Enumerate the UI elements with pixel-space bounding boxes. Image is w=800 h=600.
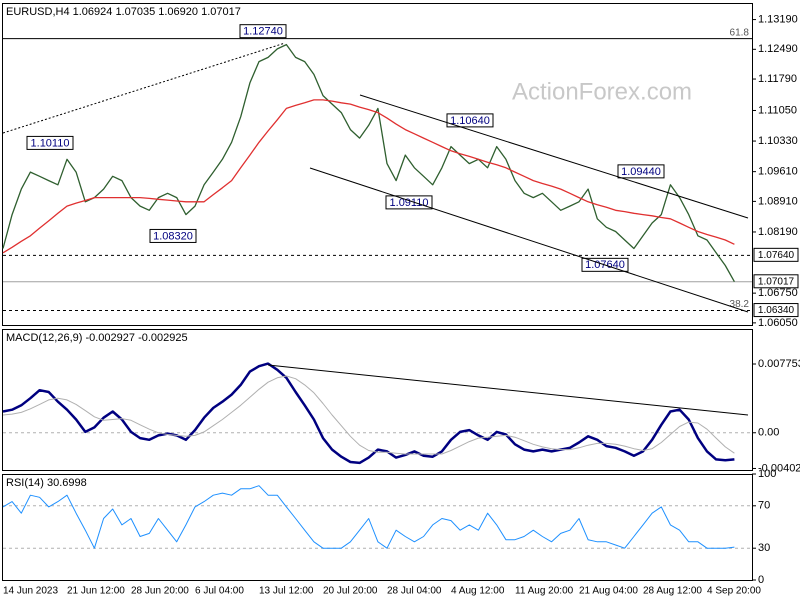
annotation-label: 1.12740	[243, 26, 283, 38]
x-tick-label: 28 Jun 20:00	[131, 586, 189, 597]
chart-layer: EURUSD,H4 1.06924 1.07035 1.06920 1.0701…	[2, 6, 800, 597]
y-tick-label: 0.007753	[758, 358, 800, 370]
trend-line	[2, 42, 286, 134]
panel-title: EURUSD,H4 1.06924 1.07035 1.06920 1.0701…	[6, 6, 241, 18]
x-tick-label: 11 Aug 20:00	[515, 586, 574, 597]
x-tick-label: 6 Jul 04:00	[195, 586, 244, 597]
y-tick-label: 100	[758, 468, 776, 480]
panel-title: MACD(12,26,9) -0.002927 -0.002925	[6, 332, 188, 344]
annotation-box	[385, 195, 433, 210]
x-tick-label: 28 Aug 12:00	[643, 586, 702, 597]
x-tick-label: 14 Jun 2023	[3, 586, 58, 597]
y-tick-label: 1.06750	[758, 287, 798, 299]
annotation-label: 1.08320	[153, 230, 193, 242]
y-tick-label: 1.13190	[758, 13, 798, 25]
annotation-box	[617, 164, 665, 179]
annotation-box	[149, 228, 197, 243]
x-tick-label: 21 Jun 12:00	[67, 586, 125, 597]
y-tick-label: 0.00	[758, 427, 779, 439]
y-tick-label: 1.10330	[758, 135, 798, 147]
series-line	[2, 43, 735, 283]
x-tick-label: 28 Jul 04:00	[387, 586, 442, 597]
y-tick-label: 1.12490	[758, 43, 798, 55]
y-tick-label: 1.11790	[758, 73, 797, 85]
y-tick-label: 1.08910	[758, 195, 798, 207]
x-tick-label: 20 Jul 20:00	[323, 586, 378, 597]
annotation-box	[446, 113, 494, 128]
level-label-box	[753, 303, 799, 318]
series-line	[2, 362, 735, 465]
y-tick-label: 0	[758, 574, 764, 586]
channel-lower	[309, 167, 749, 313]
y-tick-label: 1.11050	[758, 104, 797, 116]
level-label-box	[753, 247, 799, 262]
series-line	[2, 485, 735, 549]
annotation-box	[26, 135, 74, 150]
y-tick-label: 1.09610	[758, 166, 798, 178]
y-tick-label: 1.06050	[758, 317, 798, 329]
annotation-label: 1.10110	[31, 137, 70, 149]
channel-upper	[359, 94, 749, 219]
annotation-box	[239, 24, 287, 39]
x-tick-label: 4 Sep 20:00	[707, 586, 761, 597]
annotation-label: 1.10640	[450, 115, 490, 127]
level-label: 1.07640	[758, 250, 795, 261]
series-line	[2, 99, 735, 254]
annotation-label: 1.09440	[621, 166, 661, 178]
y-tick-label: 1.08190	[758, 226, 798, 238]
level-label: 1.07017	[758, 276, 795, 287]
annotation-label: 1.09110	[390, 197, 429, 209]
level-note: 61.8	[730, 27, 750, 38]
y-tick-label: 30	[758, 542, 770, 554]
x-tick-label: 21 Aug 04:00	[579, 586, 638, 597]
macd-trend-line	[267, 364, 749, 416]
watermark: ActionForex.com	[512, 78, 692, 105]
y-tick-label: 70	[758, 500, 770, 512]
x-tick-label: 13 Jul 12:00	[259, 586, 314, 597]
level-note: 38.2	[730, 299, 750, 310]
x-tick-label: 4 Aug 12:00	[451, 586, 505, 597]
y-tick-label: -0.004027	[758, 462, 800, 474]
series-line	[2, 375, 735, 455]
level-label: 1.06340	[758, 305, 795, 316]
panel-title: RSI(14) 30.6998	[6, 477, 87, 489]
rsi-panel	[2, 474, 753, 581]
level-label-box	[753, 274, 799, 289]
